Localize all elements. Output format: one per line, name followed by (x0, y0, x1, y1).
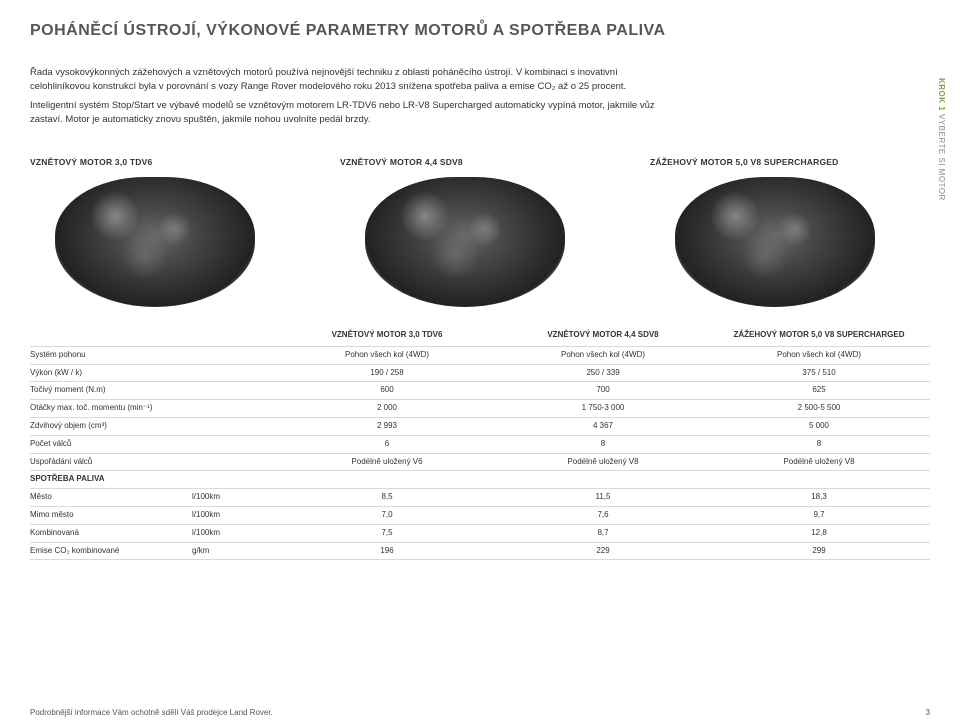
cell: 8,7 (498, 524, 714, 542)
table-row: Emise CO₂ kombinované g/km 196 229 299 (30, 542, 930, 560)
table-row: Otáčky max. toč. momentu (min⁻¹) 2 000 1… (30, 400, 930, 418)
row-unit: l/100km (192, 489, 282, 507)
cell: 12,8 (714, 524, 930, 542)
footer: Podrobnější informace Vám ochotně sdělí … (30, 708, 930, 717)
cell: 8,5 (282, 489, 498, 507)
table-row: Uspořádání válců Podélně uložený V6 Podé… (30, 453, 930, 471)
table-row: Zdvihový objem (cm³) 2 993 4 367 5 000 (30, 417, 930, 435)
engine-image-2 (365, 177, 565, 307)
row-label: Mimo město (30, 506, 192, 524)
intro-p1: Řada vysokovýkonných zážehových a vzněto… (30, 66, 660, 95)
table-header-row: VZNĚTOVÝ MOTOR 3,0 TDV6 VZNĚTOVÝ MOTOR 4… (30, 327, 930, 346)
cell: 7,5 (282, 524, 498, 542)
table-row: Systém pohonu Pohon všech kol (4WD) Poho… (30, 346, 930, 364)
cell: 5 000 (714, 417, 930, 435)
cell: 190 / 258 (282, 364, 498, 382)
row-unit (192, 435, 282, 453)
fuel-section-row: SPOTŘEBA PALIVA (30, 471, 930, 489)
page-number: 3 (926, 708, 930, 717)
engine-col-1: VZNĚTOVÝ MOTOR 3,0 TDV6 (30, 157, 280, 307)
row-unit: g/km (192, 542, 282, 560)
page-title: POHÁNĚCÍ ÚSTROJÍ, VÝKONOVÉ PARAMETRY MOT… (30, 22, 930, 40)
row-label: Město (30, 489, 192, 507)
row-unit (192, 400, 282, 418)
cell: 700 (498, 382, 714, 400)
table-row: Výkon (kW / k) 190 / 258 250 / 339 375 /… (30, 364, 930, 382)
row-label: Točivý moment (N.m) (30, 382, 192, 400)
row-unit: l/100km (192, 524, 282, 542)
fuel-section-label: SPOTŘEBA PALIVA (30, 471, 930, 489)
row-label: Kombinovaná (30, 524, 192, 542)
th-blank (30, 327, 192, 346)
row-unit (192, 346, 282, 364)
row-label: Uspořádání válců (30, 453, 192, 471)
cell: Pohon všech kol (4WD) (282, 346, 498, 364)
intro-p2: Inteligentní systém Stop/Start ve výbavě… (30, 99, 660, 128)
cell: 4 367 (498, 417, 714, 435)
cell: 196 (282, 542, 498, 560)
cell: Podélně uložený V8 (714, 453, 930, 471)
engine-images-row: VZNĚTOVÝ MOTOR 3,0 TDV6 VZNĚTOVÝ MOTOR 4… (30, 157, 930, 307)
engine-label-2: VZNĚTOVÝ MOTOR 4,4 SDV8 (340, 157, 590, 167)
cell: Pohon všech kol (4WD) (714, 346, 930, 364)
th-blank2 (192, 327, 282, 346)
cell: 7,0 (282, 506, 498, 524)
step-text: VYBERTE SI MOTOR (937, 114, 946, 201)
table-row: Točivý moment (N.m) 600 700 625 (30, 382, 930, 400)
cell: Pohon všech kol (4WD) (498, 346, 714, 364)
th-c3: ZÁŽEHOVÝ MOTOR 5,0 V8 SUPERCHARGED (714, 327, 930, 346)
cell: 229 (498, 542, 714, 560)
th-c2: VZNĚTOVÝ MOTOR 4,4 SDV8 (498, 327, 714, 346)
engine-label-3: ZÁŽEHOVÝ MOTOR 5,0 V8 SUPERCHARGED (650, 157, 900, 167)
cell: 7,6 (498, 506, 714, 524)
row-unit (192, 382, 282, 400)
row-label: Emise CO₂ kombinované (30, 542, 192, 560)
cell: 250 / 339 (498, 364, 714, 382)
cell: 8 (498, 435, 714, 453)
step-number: KROK 1 (937, 78, 946, 111)
cell: 299 (714, 542, 930, 560)
row-unit: l/100km (192, 506, 282, 524)
intro-text: Řada vysokovýkonných zážehových a vzněto… (30, 66, 660, 127)
row-label: Počet válců (30, 435, 192, 453)
side-step-label: KROK 1 VYBERTE SI MOTOR (937, 78, 946, 201)
cell: 375 / 510 (714, 364, 930, 382)
cell: 8 (714, 435, 930, 453)
engine-col-3: ZÁŽEHOVÝ MOTOR 5,0 V8 SUPERCHARGED (650, 157, 900, 307)
table-row: Město l/100km 8,5 11,5 18,3 (30, 489, 930, 507)
row-label: Otáčky max. toč. momentu (min⁻¹) (30, 400, 192, 418)
row-unit (192, 417, 282, 435)
cell: 6 (282, 435, 498, 453)
table-row: Kombinovaná l/100km 7,5 8,7 12,8 (30, 524, 930, 542)
cell: 9,7 (714, 506, 930, 524)
row-label: Zdvihový objem (cm³) (30, 417, 192, 435)
engine-image-1 (55, 177, 255, 307)
row-label: Výkon (kW / k) (30, 364, 192, 382)
row-label: Systém pohonu (30, 346, 192, 364)
th-c1: VZNĚTOVÝ MOTOR 3,0 TDV6 (282, 327, 498, 346)
cell: Podélně uložený V6 (282, 453, 498, 471)
engine-label-1: VZNĚTOVÝ MOTOR 3,0 TDV6 (30, 157, 280, 167)
cell: 600 (282, 382, 498, 400)
cell: 2 000 (282, 400, 498, 418)
cell: 11,5 (498, 489, 714, 507)
cell: 625 (714, 382, 930, 400)
cell: Podélně uložený V8 (498, 453, 714, 471)
specs-table: VZNĚTOVÝ MOTOR 3,0 TDV6 VZNĚTOVÝ MOTOR 4… (30, 327, 930, 560)
row-unit (192, 364, 282, 382)
engine-image-3 (675, 177, 875, 307)
footer-text: Podrobnější informace Vám ochotně sdělí … (30, 708, 273, 717)
row-unit (192, 453, 282, 471)
table-row: Mimo město l/100km 7,0 7,6 9,7 (30, 506, 930, 524)
table-row: Počet válců 6 8 8 (30, 435, 930, 453)
cell: 18,3 (714, 489, 930, 507)
engine-col-2: VZNĚTOVÝ MOTOR 4,4 SDV8 (340, 157, 590, 307)
cell: 2 500-5 500 (714, 400, 930, 418)
cell: 1 750-3 000 (498, 400, 714, 418)
cell: 2 993 (282, 417, 498, 435)
